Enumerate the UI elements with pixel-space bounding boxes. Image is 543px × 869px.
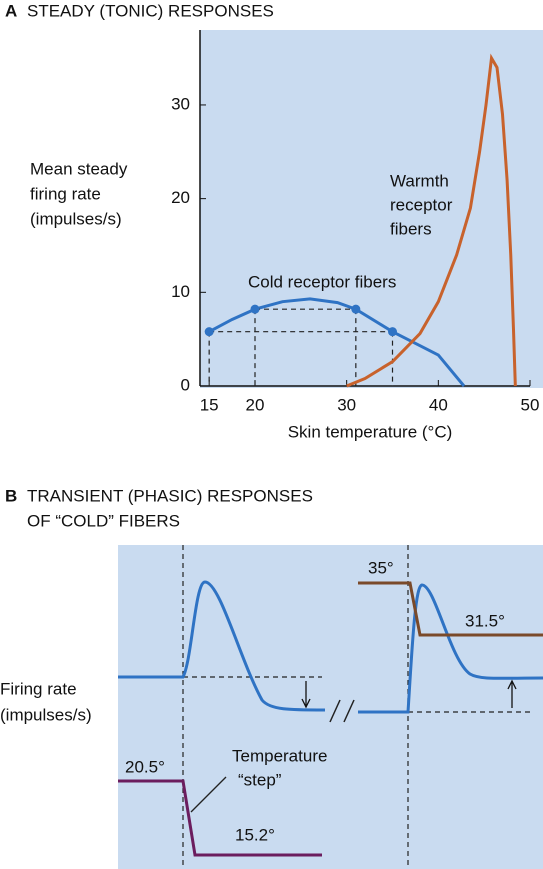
- series-line: [346, 53, 517, 388]
- panel-letter: A: [5, 1, 17, 20]
- y-axis-label: Firing rate: [0, 679, 77, 698]
- y-tick-label: 0: [181, 375, 190, 394]
- temperature-label: 15.2°: [235, 825, 275, 844]
- x-tick-label: 40: [429, 395, 448, 414]
- x-tick-label: 15: [200, 395, 219, 414]
- temperature-trace: [358, 581, 543, 637]
- data-point: [351, 304, 361, 314]
- y-axis-label: firing rate: [30, 184, 101, 203]
- plot-background: [200, 30, 543, 388]
- series-label: Cold receptor fibers: [248, 272, 396, 291]
- panel-background: [118, 545, 543, 869]
- temperature-trace: [118, 779, 322, 857]
- panel-title: TRANSIENT (PHASIC) RESPONSES: [27, 486, 313, 505]
- x-axis-label: Skin temperature (°C): [288, 422, 453, 441]
- axis-break: [329, 699, 341, 723]
- arrow: [507, 679, 517, 690]
- firing-trace: [118, 580, 326, 712]
- y-tick-label: 10: [171, 282, 190, 301]
- chart-title: STEADY (TONIC) RESPONSES: [27, 1, 274, 20]
- series-label: Warmth: [390, 171, 449, 190]
- annotation: “step”: [238, 770, 282, 789]
- data-point: [250, 304, 260, 314]
- axis-break: [343, 699, 355, 723]
- y-axis-label: (impulses/s): [30, 209, 122, 228]
- x-tick-label: 20: [246, 395, 265, 414]
- panel-letter: B: [5, 486, 17, 505]
- y-tick-label: 30: [171, 94, 190, 113]
- annotation: Temperature: [232, 746, 327, 765]
- temperature-label: 20.5°: [125, 757, 165, 776]
- y-axis-label: Mean steady: [30, 159, 128, 178]
- panel-title: OF “COLD” FIBERS: [27, 511, 180, 530]
- y-tick-label: 20: [171, 188, 190, 207]
- firing-trace: [358, 583, 543, 714]
- series-label: fibers: [390, 219, 432, 238]
- series-line: [208, 297, 466, 387]
- x-tick-label: 30: [337, 395, 356, 414]
- temperature-label: 35°: [368, 558, 394, 577]
- arrow: [301, 698, 311, 709]
- data-point: [388, 327, 397, 337]
- y-axis-label: (impulses/s): [0, 705, 92, 724]
- data-point: [204, 327, 214, 337]
- temperature-label: 31.5°: [465, 611, 505, 630]
- x-tick-label: 50: [521, 395, 540, 414]
- pointer: [190, 776, 227, 813]
- series-label: receptor: [390, 195, 453, 214]
